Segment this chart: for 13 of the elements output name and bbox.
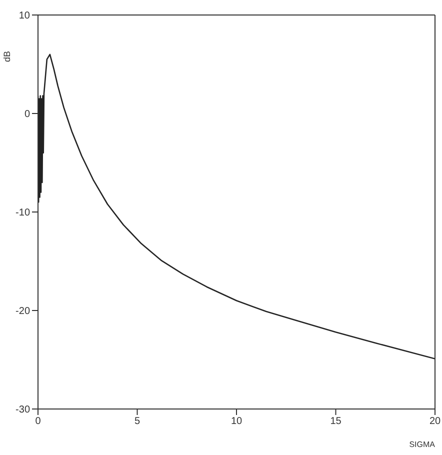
y-axis-title: dB [2, 50, 12, 62]
x-tick-label: 20 [429, 416, 441, 428]
x-tick-label: 5 [134, 416, 140, 428]
y-tick-label: -30 [16, 404, 30, 416]
y-tick-label: -10 [16, 208, 30, 219]
y-tick-label: 10 [18, 10, 30, 22]
y-tick-label: 0 [24, 109, 30, 120]
y-tick-label: -20 [16, 306, 30, 318]
x-tick-label: 0 [35, 416, 42, 428]
x-tick-label: 10 [230, 416, 242, 428]
x-axis-title: SIGMA [409, 440, 436, 449]
x-tick-label: 15 [330, 416, 342, 428]
line-series [38, 54, 435, 360]
